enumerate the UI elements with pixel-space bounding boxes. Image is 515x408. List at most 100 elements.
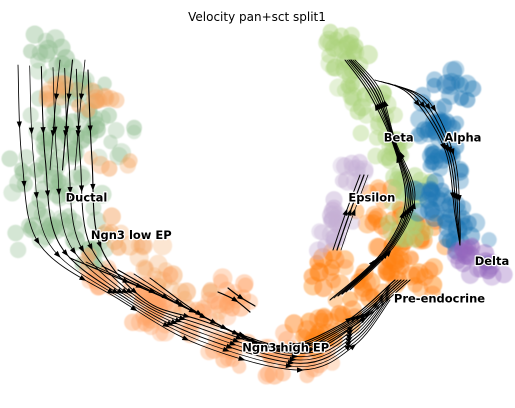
cluster-label-pre-endocrine: Pre-endocrine bbox=[394, 292, 485, 306]
cell-point bbox=[351, 273, 370, 291]
velocity-arrow bbox=[232, 337, 240, 343]
cell-point bbox=[423, 184, 440, 202]
chart-title: Velocity pan+sct split1 bbox=[188, 10, 326, 24]
velocity-arrow bbox=[78, 185, 85, 193]
velocity-arrow bbox=[291, 353, 299, 359]
velocity-arrow bbox=[384, 249, 392, 257]
velocity-arrow bbox=[148, 287, 156, 294]
cell-point bbox=[323, 211, 342, 230]
velocity-arrow bbox=[79, 93, 85, 101]
cell-point bbox=[407, 266, 427, 285]
velocity-streamline bbox=[381, 81, 461, 246]
velocity-arrow bbox=[406, 205, 412, 214]
cell-point bbox=[101, 160, 118, 177]
cell-point bbox=[349, 103, 367, 121]
cell-point bbox=[102, 207, 121, 226]
velocity-arrow bbox=[69, 247, 77, 255]
cell-point bbox=[275, 365, 291, 382]
velocity-arrow bbox=[346, 333, 354, 340]
cell-point bbox=[25, 25, 44, 44]
cell-point bbox=[85, 121, 100, 136]
cell-point bbox=[235, 274, 254, 293]
velocity-arrow bbox=[66, 93, 72, 101]
velocity-arrow bbox=[293, 350, 301, 356]
cell-point bbox=[83, 150, 98, 165]
cluster-label-beta: Beta bbox=[384, 130, 414, 144]
cell-point bbox=[200, 291, 219, 311]
cell-point bbox=[412, 127, 429, 145]
velocity-arrow bbox=[410, 201, 416, 210]
velocity-arrow bbox=[349, 343, 357, 351]
cell-point bbox=[107, 121, 125, 139]
velocity-arrow bbox=[121, 287, 129, 295]
cell-point bbox=[441, 86, 460, 105]
velocity-arrow bbox=[440, 142, 446, 151]
velocity-arrow bbox=[346, 329, 354, 336]
cell-point bbox=[137, 313, 156, 332]
velocity-arrow bbox=[33, 191, 39, 200]
cell-point bbox=[236, 289, 251, 305]
cell-point bbox=[329, 307, 347, 325]
velocity-arrow bbox=[229, 340, 237, 346]
velocity-arrow bbox=[162, 321, 170, 328]
cell-point bbox=[459, 92, 476, 108]
cell-point bbox=[30, 52, 46, 69]
velocity-arrow bbox=[318, 340, 327, 346]
velocity-arrow bbox=[130, 305, 138, 312]
cell-point bbox=[335, 250, 355, 269]
cell-point bbox=[130, 238, 146, 253]
velocity-arrow bbox=[419, 101, 426, 109]
velocity-arrow bbox=[449, 148, 455, 156]
velocity-arrow bbox=[285, 362, 293, 369]
cell-point bbox=[342, 291, 359, 308]
velocity-arrow bbox=[33, 237, 40, 245]
cell-point bbox=[352, 124, 370, 142]
cell-point bbox=[389, 171, 406, 188]
cell-point bbox=[327, 292, 344, 308]
velocity-streamline bbox=[387, 82, 461, 246]
cluster-label-ngn3-high-ep: Ngn3 high EP bbox=[242, 340, 329, 354]
velocity-arrow bbox=[344, 344, 352, 351]
cell-point bbox=[97, 76, 112, 91]
cell-point bbox=[442, 61, 463, 82]
cell-point bbox=[66, 169, 83, 186]
velocity-arrow bbox=[295, 347, 303, 353]
cell-point bbox=[47, 116, 66, 135]
velocity-arrow bbox=[87, 125, 93, 133]
velocity-arrow bbox=[259, 341, 267, 347]
cell-point bbox=[454, 242, 469, 257]
cell-point bbox=[28, 162, 44, 178]
velocity-streamline bbox=[394, 84, 461, 246]
velocity-streamline bbox=[61, 59, 74, 171]
velocity-arrow bbox=[446, 146, 452, 154]
cell-point bbox=[51, 175, 71, 195]
cell-point bbox=[79, 251, 94, 266]
velocity-arrow bbox=[399, 151, 405, 159]
velocity-arrow bbox=[63, 130, 69, 138]
velocity-arrow bbox=[75, 130, 81, 138]
velocity-streamline bbox=[75, 68, 391, 354]
velocity-arrow bbox=[222, 346, 230, 352]
velocity-streamline bbox=[149, 277, 411, 354]
velocity-arrow bbox=[290, 342, 299, 348]
velocity-arrow bbox=[16, 121, 22, 129]
velocity-arrow bbox=[90, 183, 96, 191]
velocity-arrow bbox=[44, 190, 51, 198]
velocity-streamline bbox=[374, 79, 461, 246]
cell-point bbox=[152, 325, 169, 342]
cell-point bbox=[461, 265, 480, 284]
velocity-streamline bbox=[74, 59, 86, 171]
velocity-arrow bbox=[21, 180, 27, 188]
velocity-streamline bbox=[101, 265, 402, 350]
velocity-arrow bbox=[161, 293, 169, 299]
cell-point bbox=[369, 238, 388, 257]
velocity-arrow bbox=[287, 359, 295, 365]
velocity-arrow bbox=[443, 144, 448, 152]
cell-point bbox=[71, 98, 86, 113]
velocity-arrow bbox=[408, 203, 414, 212]
velocity-arrow bbox=[346, 208, 352, 217]
velocity-arrow bbox=[195, 309, 203, 316]
velocity-arrow bbox=[231, 296, 239, 303]
velocity-arrow bbox=[289, 356, 297, 362]
